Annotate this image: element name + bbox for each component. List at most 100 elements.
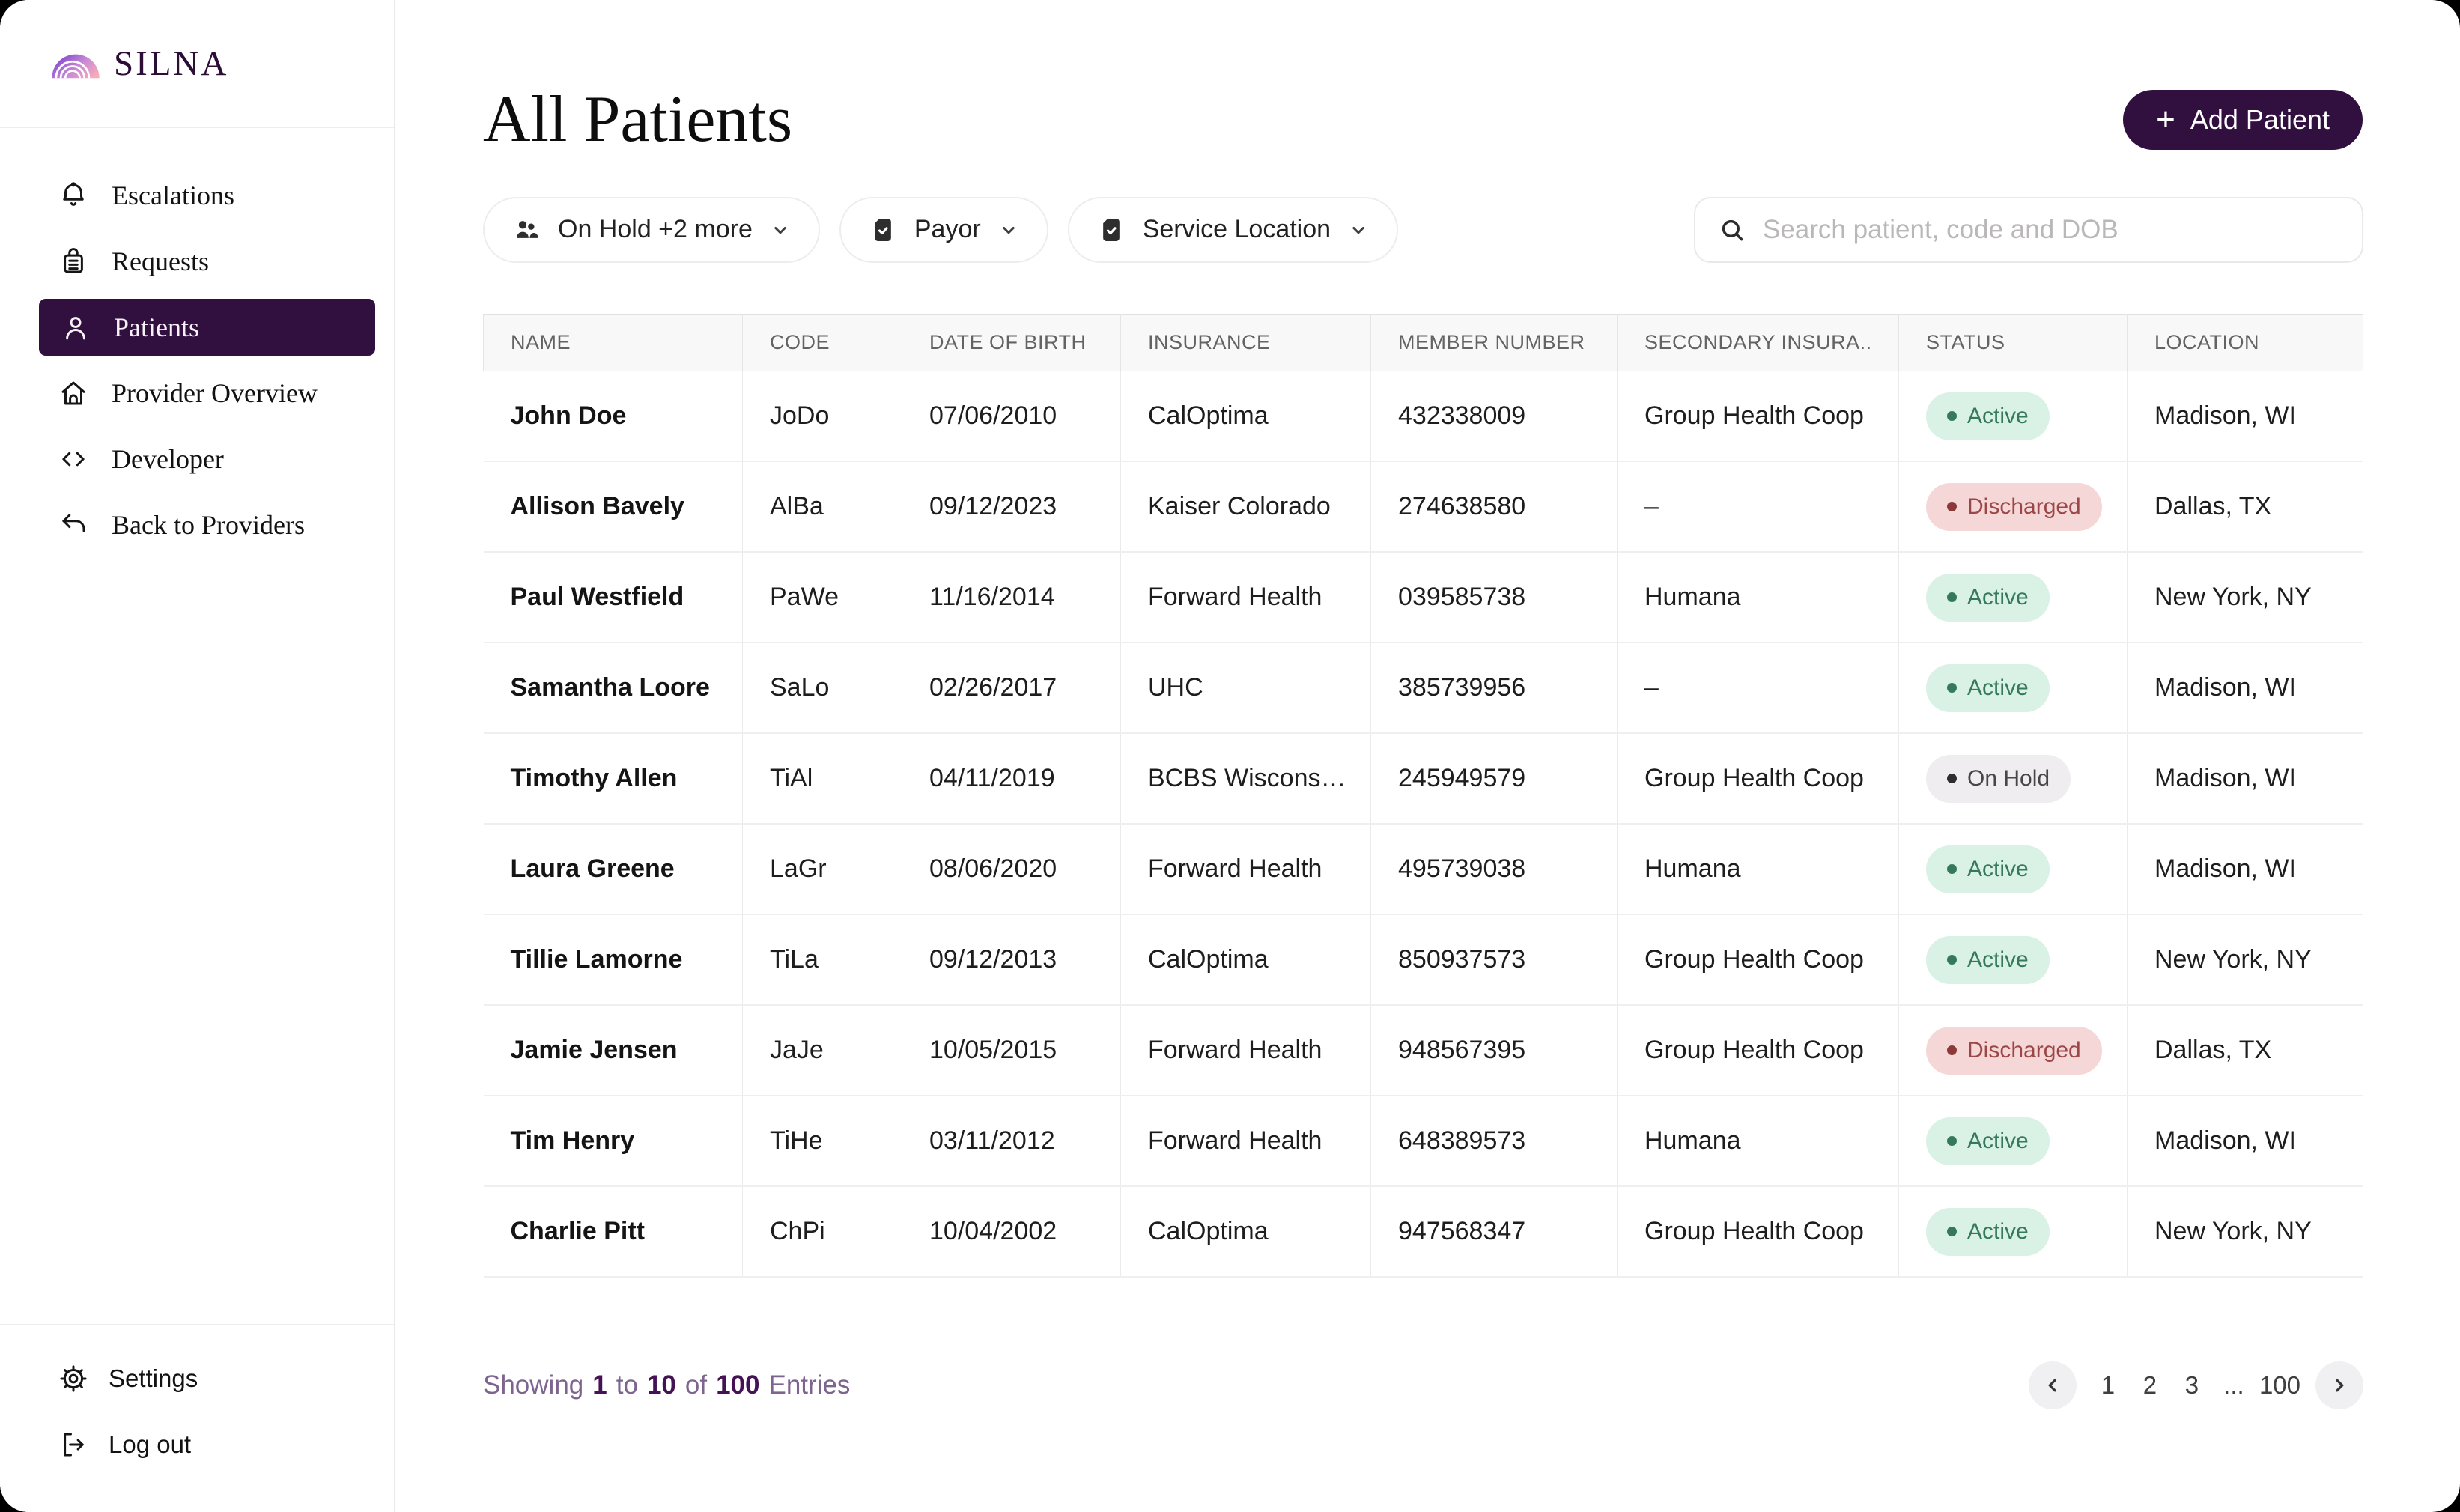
table-row[interactable]: Laura Greene LaGr 08/06/2020 Forward Hea… bbox=[483, 824, 2363, 916]
patient-status-cell: Active bbox=[1898, 1186, 2128, 1278]
patient-name: Jamie Jensen bbox=[483, 1005, 743, 1097]
sidebar-item-provider-overview[interactable]: Provider Overview bbox=[0, 360, 394, 426]
patient-status-cell: Discharged bbox=[1898, 461, 2128, 553]
logout-icon bbox=[64, 1433, 84, 1457]
chevron-down-icon bbox=[1002, 226, 1015, 234]
patient-location: Dallas, TX bbox=[2127, 1005, 2363, 1097]
people-icon bbox=[517, 220, 538, 238]
status-badge: Discharged bbox=[1926, 482, 2102, 531]
table-row[interactable]: Tillie Lamorne TiLa 09/12/2013 CalOptima… bbox=[483, 914, 2363, 1007]
patient-secondary-insurance: Group Health Coop bbox=[1617, 733, 1899, 825]
sidebar-item-logout[interactable]: Log out bbox=[0, 1412, 394, 1478]
search-input[interactable] bbox=[1763, 214, 2339, 245]
status-badge: On Hold bbox=[1926, 754, 2071, 803]
column-header-insurance: INSURANCE bbox=[1120, 313, 1371, 371]
patient-status-cell: On Hold bbox=[1898, 733, 2128, 825]
patient-insurance: BCBS Wiscons… bbox=[1120, 733, 1371, 825]
page-ellipsis: ... bbox=[2223, 1371, 2244, 1400]
patient-secondary-insurance: Group Health Coop bbox=[1617, 371, 1899, 463]
patient-secondary-insurance: Humana bbox=[1617, 824, 1899, 916]
patient-code: TiLa bbox=[742, 914, 902, 1007]
patient-location: Madison, WI bbox=[2127, 1096, 2363, 1188]
patient-location: New York, NY bbox=[2127, 552, 2363, 644]
table-row[interactable]: John Doe JoDo 07/06/2010 CalOptima 43233… bbox=[483, 371, 2363, 463]
patient-secondary-insurance: Group Health Coop bbox=[1617, 914, 1899, 1007]
filter-label: On Hold +2 more bbox=[558, 215, 753, 244]
page-number[interactable]: 100 bbox=[2259, 1371, 2300, 1400]
sidebar-item-back-to-providers[interactable]: Back to Providers bbox=[0, 492, 394, 558]
patient-name: John Doe bbox=[483, 371, 743, 463]
filter-payor-dropdown[interactable]: Payor bbox=[839, 196, 1048, 263]
patient-insurance: Kaiser Colorado bbox=[1120, 461, 1371, 553]
sidebar-item-requests[interactable]: Requests bbox=[0, 228, 394, 294]
patients-table: NAME CODE DATE OF BIRTH INSURANCE MEMBER… bbox=[483, 313, 2363, 1278]
add-patient-label: Add Patient bbox=[2190, 104, 2330, 136]
patient-secondary-insurance: – bbox=[1617, 461, 1899, 553]
patient-location: Dallas, TX bbox=[2127, 461, 2363, 553]
patient-dob: 10/04/2002 bbox=[902, 1186, 1121, 1278]
patient-name: Allison Bavely bbox=[483, 461, 743, 553]
table-row[interactable]: Charlie Pitt ChPi 10/04/2002 CalOptima 9… bbox=[483, 1186, 2363, 1278]
patient-insurance: UHC bbox=[1120, 643, 1371, 735]
patient-status-cell: Discharged bbox=[1898, 1005, 2128, 1097]
table-row[interactable]: Allison Bavely AlBa 09/12/2023 Kaiser Co… bbox=[483, 461, 2363, 553]
sidebar-item-escalations[interactable]: Escalations bbox=[0, 163, 394, 228]
status-badge: Active bbox=[1926, 664, 2050, 712]
patient-member-number: 850937573 bbox=[1370, 914, 1618, 1007]
patient-dob: 04/11/2019 bbox=[902, 733, 1121, 825]
table-row[interactable]: Paul Westfield PaWe 11/16/2014 Forward H… bbox=[483, 552, 2363, 644]
showing-total: 100 bbox=[716, 1370, 760, 1400]
chevron-down-icon bbox=[1352, 226, 1364, 234]
patient-name: Tillie Lamorne bbox=[483, 914, 743, 1007]
page-number[interactable]: 1 bbox=[2101, 1371, 2116, 1400]
table-row[interactable]: Timothy Allen TiAl 04/11/2019 BCBS Wisco… bbox=[483, 733, 2363, 825]
plus-icon: + bbox=[2156, 101, 2175, 139]
table-row[interactable]: Jamie Jensen JaJe 10/05/2015 Forward Hea… bbox=[483, 1005, 2363, 1097]
gear-icon bbox=[60, 1365, 87, 1392]
page-number[interactable]: 3 bbox=[2184, 1371, 2199, 1400]
patient-member-number: 648389573 bbox=[1370, 1096, 1618, 1188]
patient-code: TiHe bbox=[742, 1096, 902, 1188]
patient-code: JaJe bbox=[742, 1005, 902, 1097]
sidebar-item-label: Requests bbox=[112, 246, 209, 276]
clipboard-icon bbox=[64, 248, 83, 273]
add-patient-button[interactable]: + Add Patient bbox=[2121, 88, 2365, 153]
brand-logo[interactable]: SILNA bbox=[0, 0, 394, 128]
chevron-down-icon bbox=[774, 226, 786, 234]
page-number[interactable]: 2 bbox=[2142, 1371, 2157, 1400]
pagination: 1 2 3 ... 100 bbox=[2028, 1361, 2363, 1410]
filter-status-dropdown[interactable]: On Hold +2 more bbox=[483, 196, 820, 263]
patient-insurance: Forward Health bbox=[1120, 1005, 1371, 1097]
patient-member-number: 432338009 bbox=[1370, 371, 1618, 463]
status-label: Active bbox=[1967, 403, 2029, 428]
status-dot-icon bbox=[1947, 502, 1957, 512]
patient-member-number: 947568347 bbox=[1370, 1186, 1618, 1278]
patient-dob: 02/26/2017 bbox=[902, 643, 1121, 735]
patient-location: Madison, WI bbox=[2127, 733, 2363, 825]
sidebar: SILNA Escalations Requests Patients Prov… bbox=[0, 0, 395, 1512]
table-row[interactable]: Tim Henry TiHe 03/11/2012 Forward Health… bbox=[483, 1096, 2363, 1188]
search-icon bbox=[1722, 219, 1743, 241]
table-row[interactable]: Samantha Loore SaLo 02/26/2017 UHC 38573… bbox=[483, 643, 2363, 735]
sidebar-item-settings[interactable]: Settings bbox=[0, 1346, 394, 1412]
previous-page-button[interactable] bbox=[2028, 1361, 2077, 1410]
status-badge: Active bbox=[1926, 1117, 2050, 1165]
showing-prefix: Showing bbox=[483, 1370, 584, 1400]
sidebar-item-developer[interactable]: Developer bbox=[0, 426, 394, 492]
sidebar-item-patients[interactable]: Patients bbox=[37, 297, 377, 358]
filter-label: Service Location bbox=[1142, 215, 1331, 244]
next-page-button[interactable] bbox=[2315, 1361, 2363, 1410]
patient-insurance: Forward Health bbox=[1120, 1096, 1371, 1188]
search-bar bbox=[1694, 196, 2363, 263]
status-label: Discharged bbox=[1967, 494, 2081, 519]
status-dot-icon bbox=[1947, 774, 1957, 784]
status-label: Active bbox=[1967, 856, 2029, 881]
patient-member-number: 245949579 bbox=[1370, 733, 1618, 825]
filter-label: Payor bbox=[914, 215, 981, 244]
patient-insurance: Forward Health bbox=[1120, 552, 1371, 644]
sidebar-item-label: Provider Overview bbox=[112, 378, 318, 408]
filter-service-location-dropdown[interactable]: Service Location bbox=[1067, 196, 1399, 263]
patient-code: ChPi bbox=[742, 1186, 902, 1278]
sidebar-nav: Escalations Requests Patients Provider O… bbox=[0, 128, 394, 558]
